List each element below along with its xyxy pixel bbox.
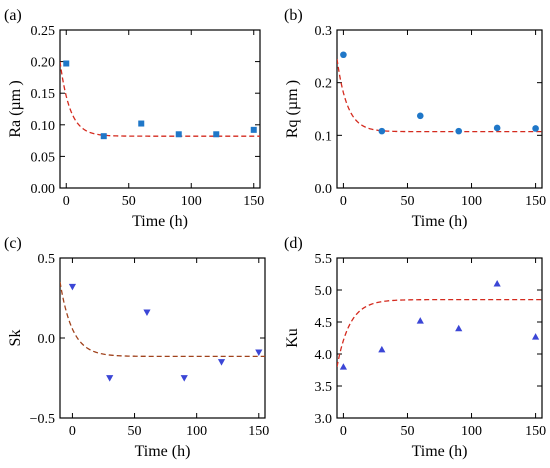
y-tick-label: 4.0 (315, 348, 333, 363)
y-tick-label: 4.5 (315, 316, 333, 331)
data-point (416, 112, 424, 120)
y-tick-label: −0.5 (30, 412, 55, 427)
fit-curve (337, 298, 542, 367)
x-tick-label: 50 (122, 194, 136, 209)
x-tick-label: 0 (340, 194, 347, 209)
plot-frame (336, 29, 543, 189)
y-tick-label: 0.00 (31, 182, 56, 197)
data-point (455, 127, 463, 135)
data-point (213, 131, 220, 138)
data-point (378, 127, 386, 135)
y-tick-label: 0.20 (31, 56, 56, 71)
panel-a: (a) 0 50 100 150 0.00 0.05 0.10 0.15 0.20 0.25 Time… (4, 7, 264, 230)
data-point (217, 359, 226, 366)
x-tick-label: 150 (243, 194, 264, 209)
y-tick-label: 0.3 (315, 24, 333, 39)
data-point (175, 131, 182, 138)
x-tick-label: 150 (525, 424, 546, 439)
panel-c: (c) 0 50 100 150 −0.5 0.0 0.5 Time (h) Sk (4, 235, 269, 460)
data-point (100, 133, 107, 140)
x-tick-label: 0 (69, 424, 76, 439)
panel-label: (c) (4, 235, 22, 252)
data-point (250, 126, 257, 133)
x-tick-label: 150 (525, 194, 546, 209)
y-tick-label: 0.10 (31, 119, 56, 134)
data-point (493, 124, 501, 132)
data-point (340, 51, 347, 59)
y-tick-label: 0.0 (38, 332, 56, 347)
data-point (532, 125, 539, 132)
x-axis-title: Time (h) (412, 213, 468, 230)
panel-d: (d) 0 50 100 150 3.0 3.5 4.0 4.5 5.0 5.5 Time (h) Ku (284, 235, 546, 460)
data-point (378, 345, 386, 353)
data-point (63, 60, 70, 67)
plot-frame (59, 257, 266, 419)
data-point (180, 375, 188, 382)
y-tick-label: 0.25 (31, 24, 56, 39)
x-axis-title: Time (h) (135, 443, 191, 460)
y-tick-label: 0.5 (38, 252, 56, 267)
x-tick-label: 0 (63, 194, 70, 209)
x-tick-label: 100 (186, 424, 207, 439)
x-tick-label: 0 (340, 424, 347, 439)
data-point (531, 333, 540, 340)
panel-label: (a) (4, 7, 22, 24)
data-point (138, 120, 145, 127)
fit-curve (337, 58, 542, 133)
data-point (68, 283, 77, 291)
x-tick-label: 100 (181, 194, 202, 209)
panel-b: (b) 0 50 100 150 0.0 0.1 0.2 0.3 Time (h) Rq (µm ) (284, 7, 546, 230)
x-tick-label: 50 (400, 194, 414, 209)
x-axis-title: Time (h) (132, 213, 188, 230)
data-point (455, 324, 463, 332)
y-tick-label: 0.15 (31, 87, 56, 102)
y-tick-label: 0.0 (315, 182, 333, 197)
data-point (339, 363, 348, 370)
y-axis-title: Sk (7, 330, 24, 347)
data-point (416, 317, 424, 324)
y-tick-label: 3.0 (315, 412, 333, 427)
y-axis-title: Ra (µm ) (7, 80, 24, 137)
panel-label: (b) (284, 7, 303, 24)
x-axis-title: Time (h) (412, 443, 468, 460)
x-tick-label: 150 (248, 424, 269, 439)
y-tick-label: 0.05 (31, 150, 56, 165)
y-axis-title: Rq (µm ) (284, 80, 301, 138)
y-tick-label: 0.1 (315, 129, 333, 144)
x-tick-label: 50 (400, 424, 414, 439)
data-point (106, 375, 114, 382)
x-tick-label: 100 (461, 424, 482, 439)
x-tick-label: 100 (461, 194, 482, 209)
plot-frame (336, 257, 543, 419)
y-tick-label: 3.5 (315, 380, 333, 395)
x-tick-label: 50 (128, 424, 142, 439)
y-tick-label: 0.2 (315, 77, 333, 92)
y-tick-label: 5.5 (315, 252, 333, 267)
plot-frame (59, 29, 261, 189)
y-tick-label: 5.0 (315, 284, 333, 299)
y-axis-title: Ku (284, 328, 301, 348)
fit-curve (60, 281, 265, 358)
data-point (255, 349, 263, 356)
data-point (143, 309, 151, 316)
fit-curve (60, 61, 260, 137)
panel-label: (d) (284, 235, 303, 252)
data-point (493, 280, 501, 287)
